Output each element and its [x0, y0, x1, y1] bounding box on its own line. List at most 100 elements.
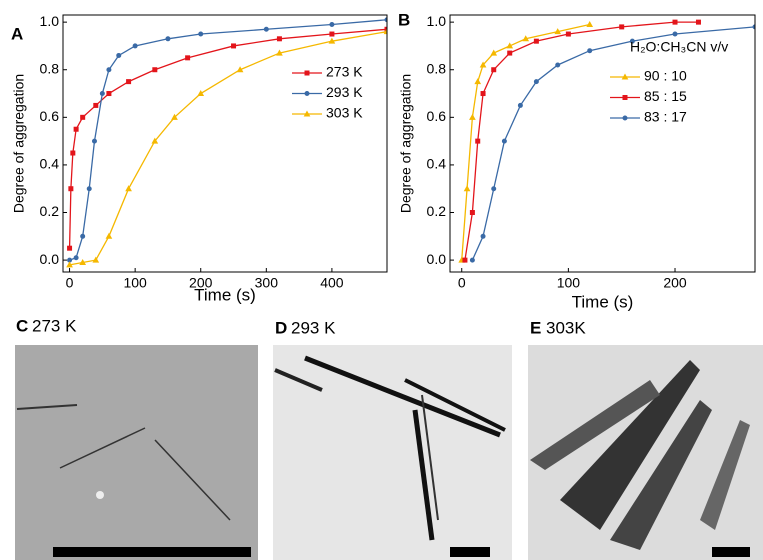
marker — [71, 151, 75, 155]
marker — [587, 22, 592, 27]
marker — [107, 92, 111, 96]
micrograph-c — [15, 345, 258, 560]
marker — [67, 262, 72, 267]
marker — [238, 67, 243, 72]
y-tick-label: 0.8 — [427, 60, 447, 76]
panel-label: B — [398, 10, 410, 29]
legend-marker — [623, 116, 627, 120]
legend-marker — [623, 96, 627, 100]
legend-label: 83 : 17 — [644, 109, 687, 125]
panel-label: C — [16, 316, 28, 335]
marker — [68, 246, 72, 250]
marker — [475, 79, 480, 84]
scale-bar — [450, 547, 490, 557]
legend-label: 293 K — [326, 84, 363, 100]
marker — [470, 211, 474, 215]
panel-label: D — [275, 318, 287, 337]
y-axis-label: Degree of aggregation — [398, 74, 414, 213]
legend-label: 90 : 10 — [644, 68, 687, 84]
marker — [81, 234, 85, 238]
legend-label: 273 K — [326, 64, 363, 80]
marker — [463, 258, 467, 262]
marker — [100, 92, 104, 96]
marker — [330, 23, 334, 27]
marker — [502, 139, 506, 143]
marker — [508, 51, 512, 55]
series-line — [472, 27, 755, 260]
marker — [329, 39, 334, 44]
marker — [93, 258, 98, 263]
frame — [63, 15, 387, 272]
y-tick-label: 0.0 — [40, 251, 60, 267]
marker — [107, 68, 111, 72]
x-tick-label: 400 — [320, 275, 344, 291]
marker — [94, 103, 98, 107]
plot — [459, 20, 757, 262]
marker — [470, 115, 475, 120]
x-tick-label: 200 — [663, 275, 687, 291]
x-tick-label: 300 — [255, 275, 279, 291]
marker — [556, 63, 560, 67]
y-tick-label: 0.6 — [427, 108, 447, 124]
panel-caption: 273 K — [32, 316, 77, 335]
plot — [67, 18, 389, 267]
marker — [264, 27, 268, 31]
panel-caption: 303K — [546, 318, 586, 337]
marker — [133, 44, 137, 48]
marker — [186, 56, 190, 60]
marker — [126, 186, 131, 191]
marker — [106, 234, 111, 239]
x-axis-label: Time (s) — [194, 285, 256, 304]
y-tick-label: 1.0 — [40, 13, 60, 29]
y-tick-label: 0.4 — [40, 156, 60, 172]
marker — [127, 80, 131, 84]
x-tick-label: 0 — [458, 275, 466, 291]
marker — [277, 51, 282, 56]
scale-bar — [712, 547, 750, 557]
marker — [696, 20, 700, 24]
marker — [588, 49, 592, 53]
marker — [198, 91, 203, 96]
marker — [80, 260, 85, 265]
y-tick-label: 0.4 — [427, 156, 447, 172]
marker — [74, 256, 78, 260]
marker — [566, 32, 570, 36]
marker — [277, 37, 281, 41]
marker — [166, 37, 170, 41]
panel-label: A — [11, 24, 23, 43]
series-line — [465, 22, 699, 260]
marker — [232, 44, 236, 48]
legend-marker — [305, 112, 310, 117]
marker — [69, 187, 73, 191]
micrograph-d — [273, 345, 512, 560]
scale-bar — [53, 547, 251, 557]
y-tick-label: 0.0 — [427, 251, 447, 267]
marker — [465, 186, 470, 191]
legend-marker — [305, 92, 309, 96]
micrographs — [15, 345, 763, 560]
x-tick-label: 100 — [123, 275, 147, 291]
marker — [330, 32, 334, 36]
y-tick-label: 0.8 — [40, 60, 60, 76]
y-tick-label: 0.2 — [427, 203, 447, 219]
legend-marker — [305, 71, 309, 75]
y-tick-label: 0.2 — [40, 203, 60, 219]
particle — [96, 491, 104, 499]
marker — [153, 68, 157, 72]
legend-label: 85 : 15 — [644, 88, 687, 104]
x-tick-label: 100 — [557, 275, 581, 291]
x-axis-label: Time (s) — [572, 292, 634, 311]
y-tick-label: 1.0 — [427, 13, 447, 29]
legend-marker — [623, 75, 628, 80]
panel-label: E — [530, 318, 541, 337]
marker — [481, 234, 485, 238]
marker — [117, 53, 121, 57]
marker — [199, 32, 203, 36]
marker — [92, 139, 96, 143]
marker — [673, 20, 677, 24]
marker — [673, 32, 677, 36]
legend-title: H₂O:CH₃CN v/v — [630, 39, 728, 55]
marker — [555, 29, 560, 33]
marker — [534, 39, 538, 43]
marker — [492, 68, 496, 72]
